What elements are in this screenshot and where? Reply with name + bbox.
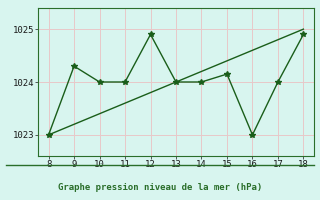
Text: Graphe pression niveau de la mer (hPa): Graphe pression niveau de la mer (hPa) [58, 183, 262, 192]
